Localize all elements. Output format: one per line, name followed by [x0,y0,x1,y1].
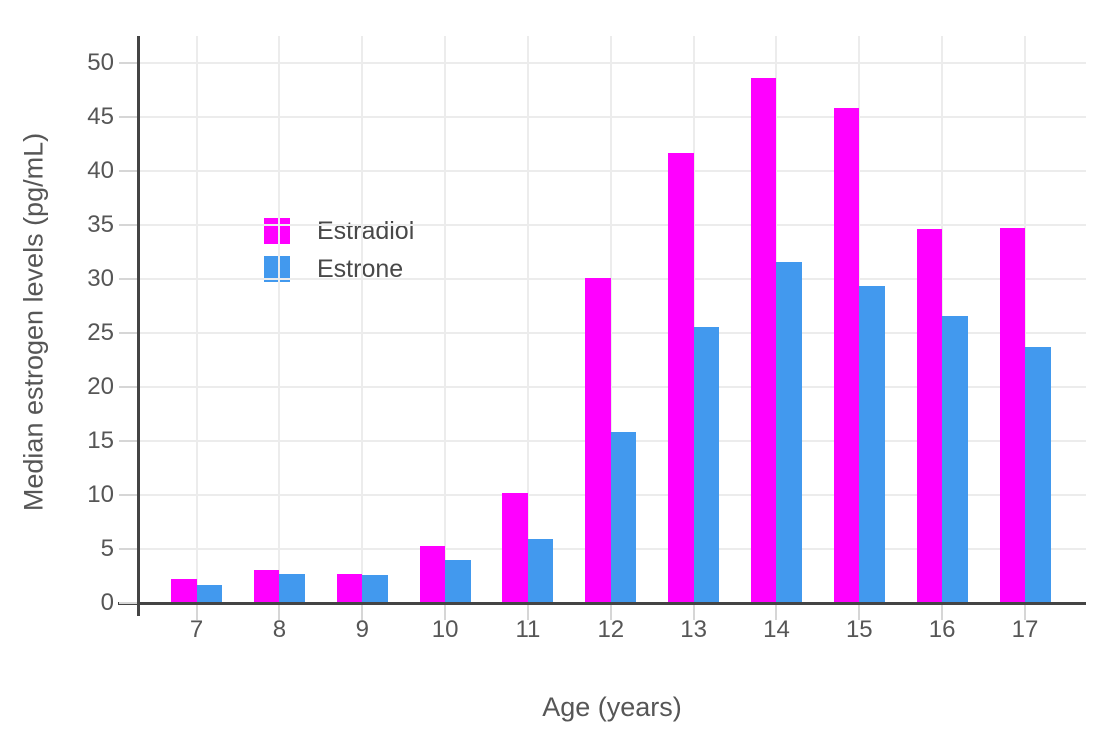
gridline-x [609,36,612,603]
x-tick-mark [692,605,695,620]
bar-estradiol-age-15[interactable] [833,108,860,603]
x-tick-mark [444,605,447,620]
gridline-y [138,223,1086,226]
y-axis-title: Median estrogen levels (pg/mL) [18,132,49,512]
x-tick-label: 7 [189,616,204,643]
gridline-y [138,331,1086,334]
x-tick-mark [941,605,944,620]
bar-estrone-age-8[interactable] [279,573,305,603]
y-tick-mark [119,331,137,334]
y-tick-label: 25 [87,318,114,346]
x-tick-mark [195,605,198,620]
x-tick-label: 9 [355,616,369,643]
y-tick-mark [119,277,137,280]
bar-estradiol-age-11[interactable] [502,492,528,603]
x-tick-mark [1024,605,1026,620]
x-tick-label: 10 [431,616,459,643]
x-tick-mark [858,605,861,620]
legend: Estradiol Estrone [248,204,433,296]
estradiol-swatch-icon [264,218,290,244]
gridline-x [278,36,281,603]
y-tick-label: 30 [87,264,114,292]
bar-estrone-age-12[interactable] [610,432,637,603]
bar-estrone-age-17[interactable] [1025,346,1051,603]
x-tick-label: 13 [680,616,707,643]
bar-estradiol-age-17[interactable] [999,228,1025,603]
bar-estrone-age-7[interactable] [196,584,223,603]
bar-estrone-age-9[interactable] [362,574,388,603]
y-tick-label: 0 [100,589,114,616]
bar-estradiol-age-13[interactable] [668,153,694,603]
gridline-x [692,36,695,603]
gridline-x [1024,36,1026,603]
x-tick-mark [278,605,281,620]
bar-estradiol-age-16[interactable] [916,229,943,603]
bar-estradiol-age-10[interactable] [419,545,446,603]
y-tick-label: 40 [87,156,114,184]
y-tick-mark [119,385,137,388]
bar-estradiol-age-8[interactable] [253,569,280,603]
y-tick-label: 5 [100,534,114,562]
gridline-y [138,115,1086,118]
x-axis-line [118,601,1086,605]
y-tick-label: 45 [87,102,114,130]
x-tick-label: 12 [597,616,625,643]
x-axis-title: Age (years) [542,692,682,722]
bar-estrone-age-15[interactable] [859,286,885,603]
bar-estrone-age-14[interactable] [776,261,802,603]
gridline-y [138,169,1086,172]
x-tick-mark [609,605,612,620]
bar-estrone-age-11[interactable] [527,539,554,603]
y-tick-label: 20 [87,372,114,400]
y-tick-label: 10 [87,480,114,508]
x-tick-label: 15 [845,616,873,643]
bar-estradiol-age-9[interactable] [336,573,363,603]
legend-item-estrone[interactable]: Estrone [264,250,414,288]
y-tick-mark [119,223,137,226]
y-tick-mark [119,547,137,550]
gridline-x [195,36,198,603]
legend-item-estradiol[interactable]: Estradiol [264,212,414,250]
gridline-y [138,61,1086,64]
y-tick-mark [119,602,137,604]
bar-estrone-age-10[interactable] [445,559,471,603]
y-tick-mark [119,61,137,64]
bar-estradiol-age-14[interactable] [750,77,777,603]
y-tick-mark [119,439,137,442]
y-axis-line [136,36,140,616]
y-tick-label: 50 [87,48,114,76]
x-tick-mark [775,605,778,620]
x-tick-label: 8 [272,616,287,643]
gridline-x [526,36,529,603]
x-tick-mark [361,605,364,620]
estrone-swatch-icon [264,256,290,282]
gridline-y [138,277,1086,280]
gridline-x [361,36,364,603]
y-tick-mark [119,115,137,118]
bar-estrone-age-16[interactable] [942,315,968,603]
x-tick-label: 17 [1011,616,1039,643]
bar-estradiol-age-12[interactable] [585,277,611,603]
x-tick-label: 11 [515,616,541,643]
x-tick-label: 14 [763,616,790,643]
legend-label: Estradiol [317,216,415,245]
gridline-x [444,36,447,603]
bar-estradiol-age-7[interactable] [171,579,197,603]
y-tick-label: 15 [87,426,114,454]
bar-estrone-age-13[interactable] [693,327,720,603]
y-tick-mark [119,169,137,172]
x-tick-mark [526,605,529,620]
y-tick-mark [119,493,137,496]
gridline-y [138,385,1086,388]
y-tick-label: 35 [87,210,114,238]
x-tick-label: 16 [928,616,956,643]
